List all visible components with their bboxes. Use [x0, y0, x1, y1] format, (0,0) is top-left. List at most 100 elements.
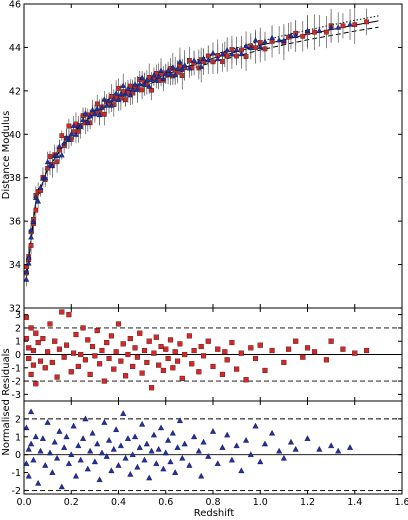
hubble-point-blue: [92, 111, 98, 117]
residual-point-blue: [72, 472, 80, 479]
residual-point-blue: [328, 442, 335, 449]
residual-point-blue: [44, 419, 51, 425]
hubble-point-blue: [269, 34, 275, 41]
residual-point-red: [78, 351, 84, 358]
hubble-point-blue: [129, 86, 136, 92]
residual-point-red: [71, 350, 77, 356]
residual-point-blue: [150, 431, 157, 438]
residual-point-red: [115, 321, 122, 327]
residual-point-blue: [162, 449, 169, 456]
residual-point-blue: [233, 442, 240, 449]
hubble-point-blue: [42, 174, 49, 181]
hubble-point-blue: [28, 234, 34, 240]
residual-point-red: [170, 365, 176, 371]
residual-point-blue: [181, 440, 188, 447]
residual-point-blue: [179, 454, 186, 461]
residual-point-blue: [120, 410, 127, 416]
residual-point-blue: [105, 437, 113, 443]
residual-point-red: [30, 362, 36, 368]
hubble-point-blue: [80, 116, 86, 123]
main-y-axis-label: Distance Modulus: [1, 111, 12, 200]
hubble-point-blue: [219, 51, 226, 57]
residual-point-blue: [68, 451, 75, 458]
residual-point-red: [151, 350, 157, 356]
residual-point-red: [340, 346, 346, 352]
residual-point-red: [80, 325, 86, 331]
hubble-point-red: [340, 23, 346, 29]
residual-point-red: [61, 354, 67, 360]
residual-point-red: [158, 343, 164, 350]
y-tick-label: 44: [9, 43, 21, 54]
residual-point-red: [92, 353, 98, 359]
hubble-point-blue: [174, 65, 181, 71]
hubble-point-blue: [37, 184, 44, 190]
y-tick-label: -2: [12, 377, 21, 388]
residual-point-blue: [198, 472, 205, 479]
residual-point-blue: [91, 458, 98, 465]
residual-point-blue: [28, 440, 35, 447]
hubble-point-blue: [172, 71, 179, 78]
residual-point-red: [56, 346, 62, 352]
hubble-point-red: [352, 22, 358, 28]
hubble-point-blue: [210, 50, 216, 56]
hubble-diagram-panel: 32 34 36 38 40 42 44 46: [9, 0, 403, 315]
residual-point-red: [364, 347, 370, 354]
residual-point-red: [141, 347, 148, 354]
residual-point-blue: [77, 456, 84, 463]
hubble-point-blue: [335, 24, 342, 30]
residual-point-red: [75, 363, 81, 370]
residual-point-blue: [80, 435, 87, 441]
residual-point-blue: [209, 428, 217, 434]
residual-point-blue: [87, 447, 94, 454]
y-tick-label: 32: [9, 304, 21, 315]
residual-point-red: [352, 350, 358, 356]
hubble-point-blue: [122, 91, 129, 97]
residual-point-red: [234, 366, 240, 372]
residual-point-red: [165, 355, 171, 362]
residual-point-blue: [287, 438, 295, 445]
hubble-point-blue: [160, 75, 167, 81]
residual-point-red: [111, 366, 117, 372]
residual-point-red: [163, 346, 169, 352]
residual-point-blue: [117, 442, 124, 449]
hubble-point-blue: [132, 81, 138, 87]
hubble-point-blue: [110, 96, 117, 102]
residual-point-blue: [257, 458, 264, 465]
residual-point-blue: [316, 445, 323, 452]
residual-point-blue: [292, 445, 299, 452]
residual-point-blue: [82, 415, 89, 422]
hubble-point-blue: [44, 158, 51, 165]
residual-point-blue: [25, 445, 32, 452]
residual-point-red: [127, 336, 133, 342]
x-tick-label: 1.0: [253, 497, 268, 508]
residual-point-blue: [165, 437, 172, 443]
hubble-point-blue: [238, 50, 245, 57]
hubble-point-blue: [162, 71, 169, 77]
residual-point-blue: [176, 417, 183, 424]
residual-point-blue: [23, 424, 30, 431]
residual-point-blue: [75, 442, 82, 449]
residual-point-red: [87, 371, 93, 377]
residual-point-blue: [280, 454, 287, 461]
hubble-point-blue: [257, 43, 264, 49]
residual-point-red: [33, 330, 39, 336]
residual-point-blue: [219, 444, 226, 450]
hubble-point-blue: [54, 152, 60, 159]
hubble-point-blue: [106, 97, 112, 103]
residual-point-red: [186, 333, 192, 339]
residual-point-red: [68, 369, 74, 375]
x-tick-label: 1.4: [347, 497, 362, 508]
residual-point-blue: [124, 435, 132, 441]
residual-point-blue: [243, 437, 250, 443]
residual-point-red: [28, 371, 34, 377]
hubble-point-blue: [70, 122, 77, 129]
hubble-point-blue: [61, 140, 68, 146]
residual-point-red: [222, 349, 228, 355]
hubble-point-blue: [113, 90, 119, 96]
residual-point-red: [219, 371, 226, 377]
residual-point-red: [40, 336, 46, 342]
hubble-point-blue: [186, 65, 193, 71]
hubble-point-blue: [276, 37, 283, 43]
hubble-point-blue: [158, 67, 164, 73]
residual-point-blue: [169, 429, 176, 436]
